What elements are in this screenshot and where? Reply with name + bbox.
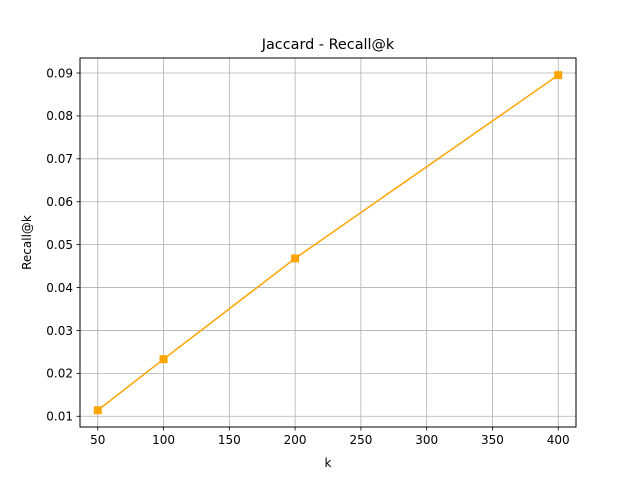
x-tick-label: 300 xyxy=(415,433,438,447)
y-tick-label: 0.09 xyxy=(46,66,73,80)
series-lines xyxy=(97,74,559,411)
data-point-marker xyxy=(291,254,300,263)
plot-frame xyxy=(79,57,577,428)
y-tick-label: 0.06 xyxy=(46,195,73,209)
y-axis-label: Recall@k xyxy=(20,215,34,270)
y-tick-label: 0.01 xyxy=(46,410,73,424)
x-tick-label: 250 xyxy=(349,433,372,447)
data-point-marker xyxy=(159,355,168,364)
chart-title: Jaccard - Recall@k xyxy=(261,37,395,53)
data-point-marker xyxy=(554,71,563,80)
x-tick-label: 100 xyxy=(152,433,175,447)
series-markers xyxy=(93,71,563,415)
x-tick-label: 50 xyxy=(90,433,105,447)
series-line xyxy=(97,74,559,411)
x-tick-label: 350 xyxy=(481,433,504,447)
plot-area xyxy=(80,58,576,427)
x-tick-label: 150 xyxy=(218,433,241,447)
y-tick-label: 0.08 xyxy=(46,109,73,123)
y-tick-label: 0.02 xyxy=(46,367,73,381)
axis-ticks: 50 100 150 200 250 300 350 400 0.01 0.02 0.03 0.04 0… xyxy=(46,66,569,447)
y-tick-label: 0.05 xyxy=(46,238,73,252)
x-axis-label: k xyxy=(325,456,332,470)
y-tick-label: 0.04 xyxy=(46,281,73,295)
y-tick-label: 0.07 xyxy=(46,152,73,166)
y-tick-label: 0.03 xyxy=(46,324,73,338)
x-tick-label: 200 xyxy=(284,433,307,447)
grid-lines xyxy=(80,58,576,427)
x-tick-label: 400 xyxy=(547,433,570,447)
data-point-marker xyxy=(93,406,102,415)
